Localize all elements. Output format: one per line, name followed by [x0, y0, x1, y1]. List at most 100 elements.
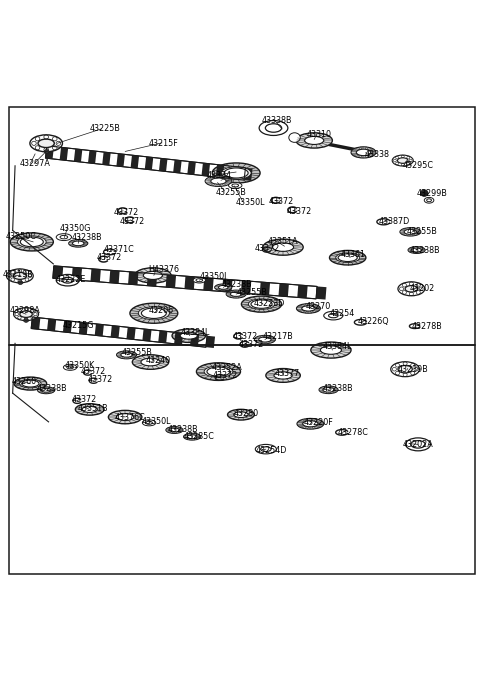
Polygon shape: [166, 274, 176, 288]
Ellipse shape: [311, 342, 351, 358]
Ellipse shape: [204, 366, 233, 377]
Ellipse shape: [338, 254, 357, 262]
Ellipse shape: [392, 155, 413, 166]
Text: 43240: 43240: [145, 356, 170, 365]
Ellipse shape: [183, 433, 201, 440]
Text: 43334: 43334: [206, 171, 231, 180]
Polygon shape: [63, 321, 72, 333]
Ellipse shape: [138, 306, 169, 320]
Polygon shape: [206, 336, 215, 348]
Polygon shape: [202, 163, 210, 176]
Ellipse shape: [323, 387, 334, 392]
Text: 43350L: 43350L: [235, 198, 264, 207]
Text: 43384L: 43384L: [323, 342, 352, 351]
Ellipse shape: [63, 364, 77, 370]
Ellipse shape: [400, 227, 421, 236]
Text: 43250C: 43250C: [5, 232, 36, 240]
Polygon shape: [230, 166, 239, 179]
Ellipse shape: [420, 190, 428, 196]
Polygon shape: [60, 147, 68, 161]
Ellipse shape: [75, 404, 104, 415]
Polygon shape: [316, 287, 326, 300]
Text: 43372: 43372: [287, 207, 312, 216]
Ellipse shape: [218, 285, 228, 289]
Ellipse shape: [38, 139, 54, 148]
Ellipse shape: [117, 413, 134, 421]
Polygon shape: [145, 157, 153, 170]
Ellipse shape: [180, 332, 197, 339]
Ellipse shape: [22, 380, 39, 387]
Polygon shape: [190, 334, 199, 347]
Ellipse shape: [117, 351, 137, 359]
Ellipse shape: [6, 269, 33, 283]
Ellipse shape: [274, 372, 292, 379]
Text: 43278C: 43278C: [337, 428, 368, 437]
Ellipse shape: [13, 272, 26, 279]
Ellipse shape: [259, 337, 271, 342]
Text: 43387D: 43387D: [379, 217, 410, 226]
Ellipse shape: [296, 133, 332, 148]
Text: 43371C: 43371C: [104, 245, 134, 254]
Text: 43254D: 43254D: [256, 446, 287, 455]
Ellipse shape: [82, 407, 97, 413]
Ellipse shape: [424, 197, 434, 203]
Text: 43338B: 43338B: [262, 116, 292, 125]
Polygon shape: [297, 285, 308, 298]
Polygon shape: [79, 322, 88, 334]
Ellipse shape: [17, 236, 46, 248]
Ellipse shape: [255, 445, 276, 454]
Text: 43351A: 43351A: [268, 238, 299, 247]
Ellipse shape: [30, 135, 62, 152]
Text: 43217B: 43217B: [263, 332, 294, 341]
Ellipse shape: [254, 335, 276, 344]
Polygon shape: [53, 266, 317, 299]
Text: 43238B: 43238B: [72, 233, 102, 242]
Text: 43206: 43206: [149, 306, 174, 315]
Text: 43238B: 43238B: [167, 424, 198, 434]
Ellipse shape: [259, 121, 288, 136]
Ellipse shape: [187, 434, 197, 439]
Polygon shape: [128, 272, 138, 285]
Polygon shape: [174, 332, 183, 345]
Polygon shape: [159, 158, 168, 172]
Ellipse shape: [234, 412, 248, 417]
Text: 43255B: 43255B: [216, 188, 247, 197]
Ellipse shape: [356, 149, 371, 156]
Ellipse shape: [297, 304, 321, 313]
Ellipse shape: [303, 421, 318, 427]
Text: 43202A: 43202A: [403, 441, 433, 449]
Ellipse shape: [221, 167, 251, 179]
Text: 43372: 43372: [232, 332, 258, 341]
Polygon shape: [53, 266, 63, 279]
Ellipse shape: [20, 379, 41, 388]
Ellipse shape: [302, 306, 315, 311]
Ellipse shape: [397, 158, 408, 163]
Polygon shape: [158, 331, 168, 343]
Polygon shape: [216, 165, 224, 178]
Ellipse shape: [248, 299, 275, 309]
Ellipse shape: [336, 253, 360, 262]
Ellipse shape: [305, 136, 324, 144]
Text: 43372: 43372: [81, 366, 107, 376]
Polygon shape: [109, 270, 120, 283]
Ellipse shape: [18, 281, 23, 285]
Polygon shape: [241, 281, 251, 294]
Polygon shape: [88, 151, 96, 163]
Ellipse shape: [72, 241, 84, 246]
Bar: [9, 345, 475, 574]
Text: 43226Q: 43226Q: [357, 317, 389, 326]
Text: 43255B: 43255B: [236, 288, 267, 297]
Text: 43372: 43372: [72, 396, 97, 405]
Text: 43377: 43377: [275, 368, 300, 377]
Text: 43350L: 43350L: [142, 417, 171, 426]
Polygon shape: [90, 269, 101, 282]
Ellipse shape: [196, 363, 240, 381]
Polygon shape: [47, 319, 56, 331]
Ellipse shape: [391, 362, 420, 377]
Text: 43372: 43372: [269, 197, 294, 206]
Polygon shape: [74, 149, 82, 162]
Ellipse shape: [44, 150, 49, 153]
Ellipse shape: [142, 308, 166, 319]
Text: 43225B: 43225B: [89, 125, 120, 133]
Polygon shape: [46, 146, 245, 180]
